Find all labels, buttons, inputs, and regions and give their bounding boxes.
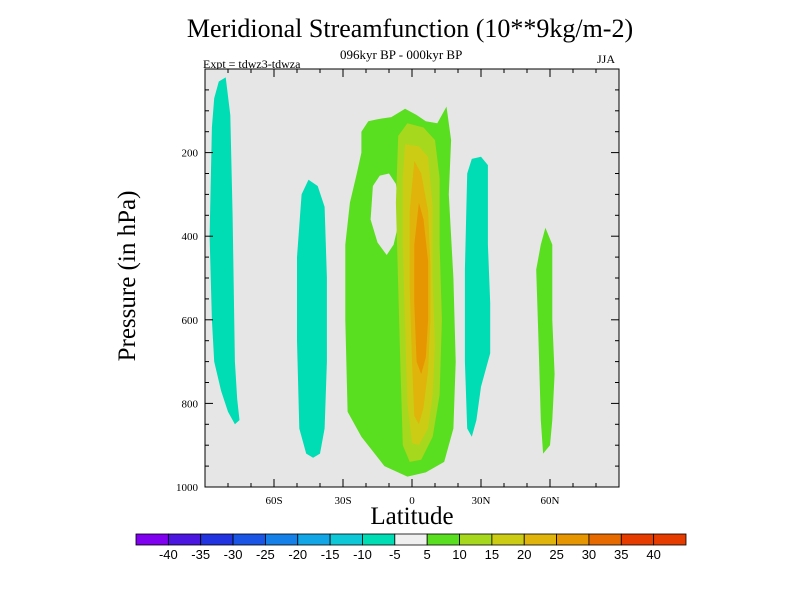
- season-label: JJA: [597, 52, 616, 66]
- colorbar-label: -40: [159, 547, 178, 562]
- colorbar-swatch: [523, 533, 557, 546]
- colorbar-label: 30: [582, 547, 596, 562]
- colorbar-swatch: [394, 533, 428, 546]
- experiment-label: Expt = tdwz3-tdwza: [203, 57, 301, 71]
- colorbar-label: 25: [549, 547, 563, 562]
- y-tick-label: 800: [182, 398, 199, 410]
- x-tick-label: 60S: [265, 495, 282, 507]
- colorbar-swatch: [556, 533, 590, 546]
- contour-region: [297, 179, 327, 458]
- x-tick-label: 30N: [472, 495, 491, 507]
- chart-title: Meridional Streamfunction (10**9kg/m-2): [186, 14, 634, 43]
- colorbar-swatch: [297, 533, 331, 546]
- colorbar-label: -25: [256, 547, 275, 562]
- x-tick-label: 30S: [334, 495, 351, 507]
- colorbar-swatch: [265, 533, 299, 546]
- contour-region: [414, 202, 429, 375]
- colorbar-swatch: [620, 533, 655, 546]
- colorbar-label: -30: [224, 547, 243, 562]
- contour-region: [536, 227, 555, 454]
- colorbar-label: 35: [614, 547, 628, 562]
- axis-ticks: 60S 30S 0 30N 60N 200 400 600 800 1000: [176, 68, 620, 507]
- colorbar-swatch: [200, 533, 234, 546]
- colorbar-swatch: [362, 533, 396, 546]
- colorbar-label: 20: [517, 547, 531, 562]
- colorbar-label: 15: [485, 547, 499, 562]
- colorbar: -40 -35 -30 -25 -20 -15 -10 -5 5 10 15 20 25 30 35 40: [135, 533, 687, 562]
- colorbar-label: -20: [288, 547, 307, 562]
- contour-region: [464, 156, 491, 437]
- colorbar-label: 10: [452, 547, 466, 562]
- chart-subtitle: 096kyr BP - 000kyr BP: [340, 47, 463, 62]
- colorbar-label: -35: [191, 547, 210, 562]
- contour-regions: [209, 77, 555, 477]
- x-tick-label: 0: [409, 495, 415, 507]
- y-tick-label: 200: [182, 148, 199, 160]
- colorbar-swatch: [491, 533, 525, 546]
- colorbar-swatch: [232, 533, 266, 546]
- contour-region: [209, 77, 240, 425]
- colorbar-label: -10: [353, 547, 372, 562]
- y-tick-label: 600: [182, 315, 199, 327]
- colorbar-swatch: [653, 533, 687, 546]
- colorbar-swatch: [167, 533, 202, 546]
- colorbar-swatch: [588, 533, 622, 546]
- colorbar-swatch: [426, 533, 460, 546]
- colorbar-label: -15: [321, 547, 340, 562]
- y-tick-label: 400: [182, 231, 199, 243]
- y-tick-label: 1000: [176, 482, 199, 494]
- contour-region: [370, 173, 401, 255]
- colorbar-swatch: [135, 533, 169, 546]
- x-axis-label: Latitude: [370, 503, 454, 530]
- colorbar-label: -5: [389, 547, 401, 562]
- colorbar-label: 40: [646, 547, 660, 562]
- colorbar-swatch: [329, 533, 363, 546]
- x-tick-label: 60N: [541, 495, 560, 507]
- colorbar-label: 5: [424, 547, 431, 562]
- colorbar-swatch: [459, 533, 493, 546]
